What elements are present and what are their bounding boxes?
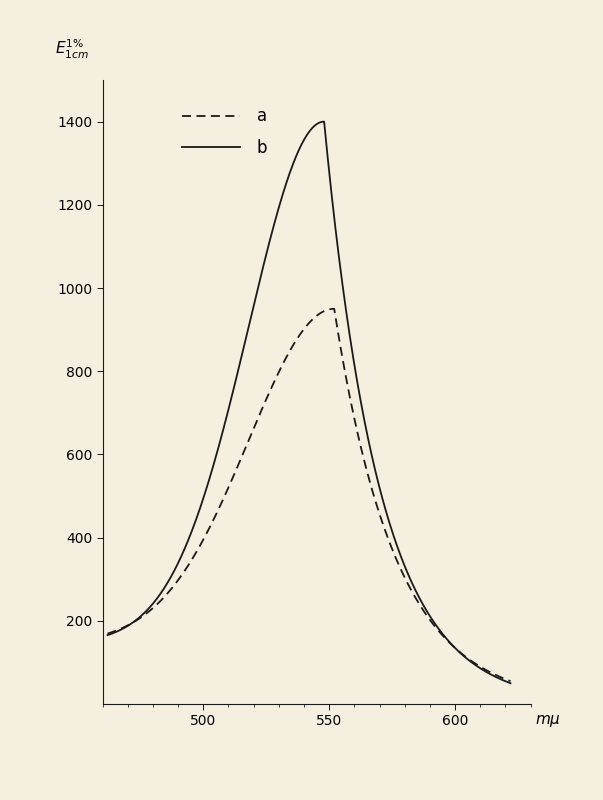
Legend: a, b: a, b [175, 101, 274, 163]
Text: m$\mu$: m$\mu$ [535, 714, 561, 730]
Text: $E_{1cm}^{1\%}$: $E_{1cm}^{1\%}$ [55, 38, 89, 62]
